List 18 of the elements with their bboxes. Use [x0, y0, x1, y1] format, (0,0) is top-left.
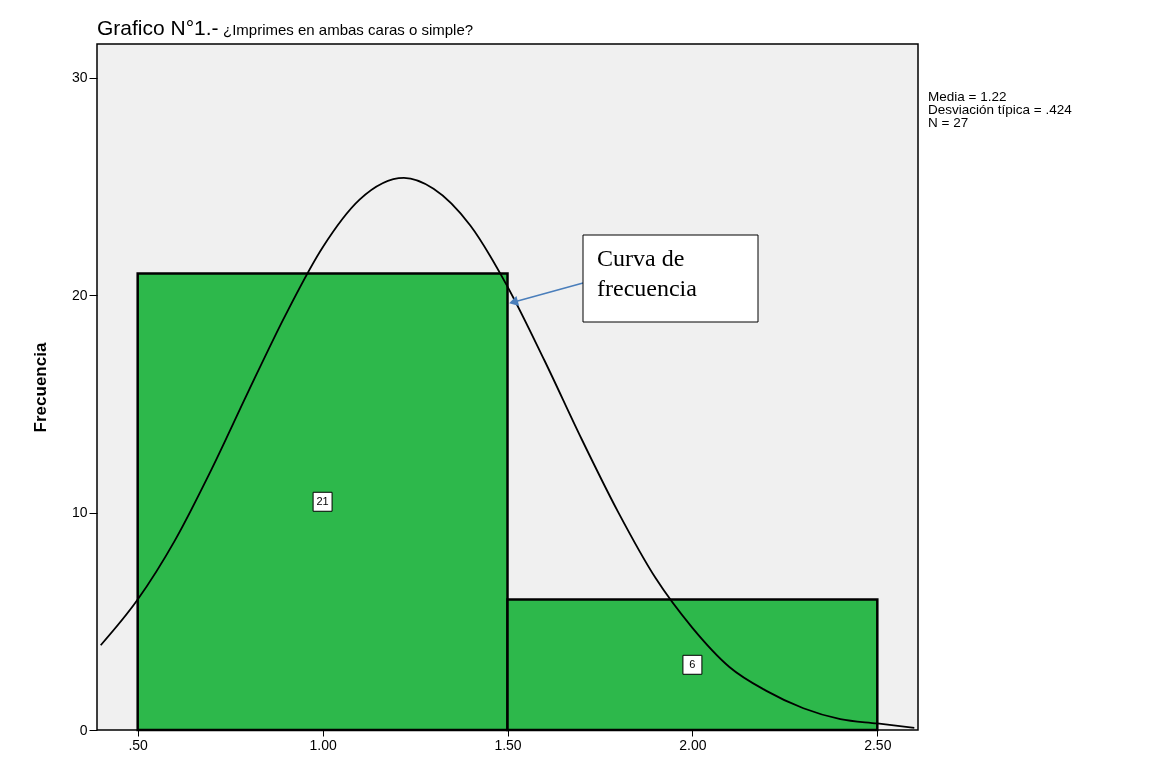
chart-title: Grafico N°1.- — [97, 16, 219, 39]
y-tick-label: 0 — [79, 721, 88, 738]
text: N = 27 — [928, 115, 969, 130]
x-tick-label: 2.50 — [864, 736, 892, 753]
y-tick-label: 10 — [71, 504, 88, 521]
x-tick-label: 2.00 — [679, 736, 707, 753]
x-tick-label: .50 — [128, 736, 149, 753]
y-axis-title: Frecuencia — [30, 342, 50, 433]
y-tick-label: 30 — [71, 69, 88, 86]
text: Desviación típica = .424 — [928, 102, 1073, 117]
chart-subtitle: ¿Imprimes en ambas caras o simple? — [223, 21, 474, 38]
x-tick-label: 1.00 — [309, 736, 337, 753]
annotation: Curva de frecuencia — [597, 245, 698, 301]
text: Media = 1.22 — [928, 89, 1007, 104]
data-label: 21 — [316, 494, 329, 507]
data-label: 6 — [689, 657, 696, 670]
y-tick-label: 20 — [71, 286, 88, 303]
x-tick-label: 1.50 — [494, 736, 522, 753]
